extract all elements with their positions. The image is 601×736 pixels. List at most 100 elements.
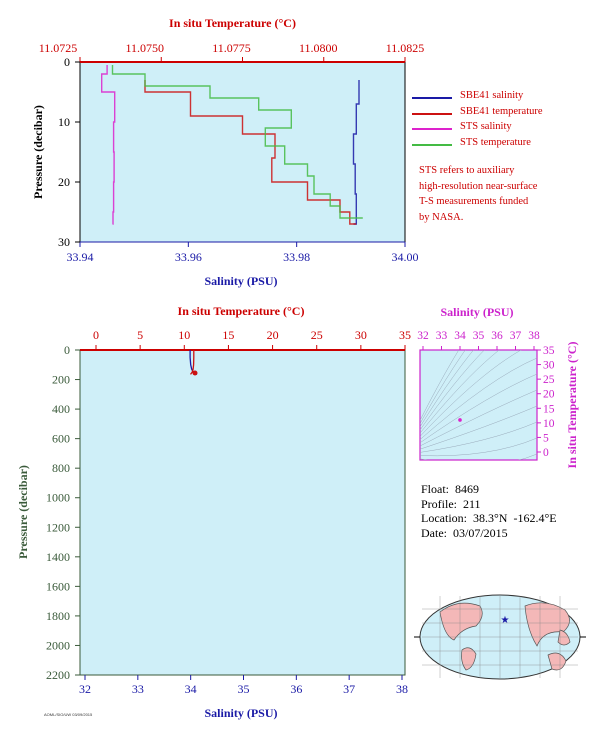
upper-bottom-tick-label: 33.98	[283, 250, 310, 264]
world-map: ★	[414, 594, 586, 680]
upper-y-tick-label: 20	[58, 175, 70, 189]
ts-x-tick-label: 34	[454, 330, 466, 342]
lower-y-tick-label: 400	[52, 402, 70, 416]
ts-density-contour	[420, 350, 485, 431]
lower-top-tick-label: 25	[311, 328, 323, 342]
lower-top-tick-label: 20	[267, 328, 279, 342]
ts-density-contour	[420, 437, 537, 457]
note-line: by NASA.	[419, 211, 464, 223]
float-id: Float: 8469	[421, 482, 480, 496]
lower-top-tick-label: 10	[178, 328, 190, 342]
lower-bottom-tick-label: 36	[290, 682, 302, 696]
series-sbe41-temperature	[144, 80, 357, 225]
lower-top-tick-label: 30	[355, 328, 367, 342]
upper-xlabel: Salinity (PSU)	[204, 274, 277, 288]
lower-top-tick-label: 35	[399, 328, 411, 342]
lower-plot-area	[79, 349, 406, 676]
upper-ylabel: Pressure (decibar)	[31, 105, 45, 199]
note-line: STS refers to auxiliary	[419, 165, 515, 176]
lower-bottom-tick-label: 37	[343, 682, 355, 696]
upper-top-tick-label: 11.0775	[212, 41, 251, 55]
location: Location: 38.3°N -162.4°E	[421, 511, 557, 525]
ts-density-contour	[420, 405, 537, 450]
ts-y-tick-label: 20	[543, 389, 555, 401]
ts-y-tick-label: 25	[543, 374, 555, 386]
lower-top-tick-label: 5	[137, 328, 143, 342]
ts-y-tick-label: 30	[543, 360, 555, 372]
ts-x-tick-label: 32	[417, 330, 429, 342]
lower-bottom-tick-label: 38	[396, 682, 408, 696]
upper-top-tick-label: 11.0725	[39, 41, 78, 55]
lower-y-tick-label: 2000	[46, 638, 70, 652]
legend-label: STS salinity	[460, 121, 512, 132]
lower-y-tick-label: 1800	[46, 609, 70, 623]
ts-density-contour	[420, 462, 537, 478]
upper-bottom-tick-label: 33.96	[175, 250, 202, 264]
ts-density-contour	[420, 350, 500, 434]
lower-y-tick-label: 600	[52, 432, 70, 446]
lower-y-tick-label: 800	[52, 461, 70, 475]
map-landmass	[557, 629, 571, 646]
ts-density-contour	[420, 350, 460, 421]
upper-y-tick-label: 30	[58, 235, 70, 249]
ts-ylabel: In situ Temperature (°C)	[565, 342, 579, 469]
lower-bottom-tick-label: 35	[238, 682, 250, 696]
upper-top-tick-label: 11.0825	[386, 41, 425, 55]
float-info: Float: 8469 Profile: 211 Location: 38.3°…	[421, 482, 557, 540]
series-sts-salinity	[101, 65, 116, 225]
footer-credit: AOML/SIO/UW 03/09/2015	[44, 712, 93, 717]
lower-bottom-tick-label: 32	[79, 682, 91, 696]
lower-bottom-tick-label: 34	[185, 682, 197, 696]
ts-density-contour	[420, 453, 537, 460]
ts-point	[458, 418, 462, 422]
lower-series-temperature	[189, 350, 195, 375]
profile-number: Profile: 211	[421, 496, 481, 511]
ts-x-tick-label: 38	[528, 330, 540, 342]
ts-density-contour	[420, 350, 466, 424]
legend-label: SBE41 temperature	[460, 105, 543, 117]
ts-density-contour	[420, 357, 537, 440]
ts-x-tick-label: 37	[510, 330, 522, 342]
legend-label: SBE41 salinity	[460, 90, 524, 101]
ts-x-tick-label: 35	[473, 330, 485, 342]
lower-top-tick-label: 15	[222, 328, 234, 342]
ts-xlabel: Salinity (PSU)	[440, 305, 513, 319]
ts-density-contour	[420, 350, 474, 427]
lower-y-tick-label: 1000	[46, 491, 70, 505]
ts-density-contour	[420, 350, 522, 437]
lower-xlabel: Salinity (PSU)	[204, 706, 277, 720]
ts-density-contour	[420, 421, 537, 453]
lower-y-tick-label: 2200	[46, 668, 70, 682]
map-landmass	[547, 652, 567, 671]
series-sts-temperature	[111, 65, 363, 219]
ts-y-tick-label: 5	[543, 432, 549, 444]
ts-x-tick-label: 36	[491, 330, 503, 342]
ts-density-contour	[420, 373, 537, 444]
lower-bottom-marker	[192, 370, 198, 376]
ts-density-contour	[420, 389, 537, 447]
series-sbe41-salinity	[352, 80, 360, 225]
upper-y-tick-label: 0	[64, 55, 70, 69]
lower-y-tick-label: 1400	[46, 550, 70, 564]
lower-y-tick-label: 200	[52, 373, 70, 387]
date: Date: 03/07/2015	[421, 525, 508, 540]
upper-top-tick-label: 11.0750	[125, 41, 164, 55]
map-landmass	[439, 602, 483, 641]
ts-y-tick-label: 0	[543, 447, 549, 459]
legend-label: STS temperature	[460, 136, 531, 148]
lower-y-tick-label: 0	[64, 343, 70, 357]
upper-bottom-tick-label: 33.94	[67, 250, 94, 264]
lower-y-tick-label: 1600	[46, 579, 70, 593]
lower-bottom-tick-label: 33	[132, 682, 144, 696]
note-line: T-S measurements funded	[419, 196, 529, 207]
lower-top-tick-label: 0	[93, 328, 99, 342]
ts-y-tick-label: 15	[543, 403, 555, 415]
upper-top-tick-label: 11.0800	[299, 41, 338, 55]
map-float-marker: ★	[501, 615, 510, 626]
upper-bottom-tick-label: 34.00	[392, 250, 419, 264]
note-line: high-resolution near-surface	[419, 180, 538, 192]
sts-note: STS refers to auxiliary high-resolution …	[419, 163, 589, 225]
upper-plot-area	[79, 61, 406, 243]
ts-y-tick-label: 10	[543, 418, 555, 430]
